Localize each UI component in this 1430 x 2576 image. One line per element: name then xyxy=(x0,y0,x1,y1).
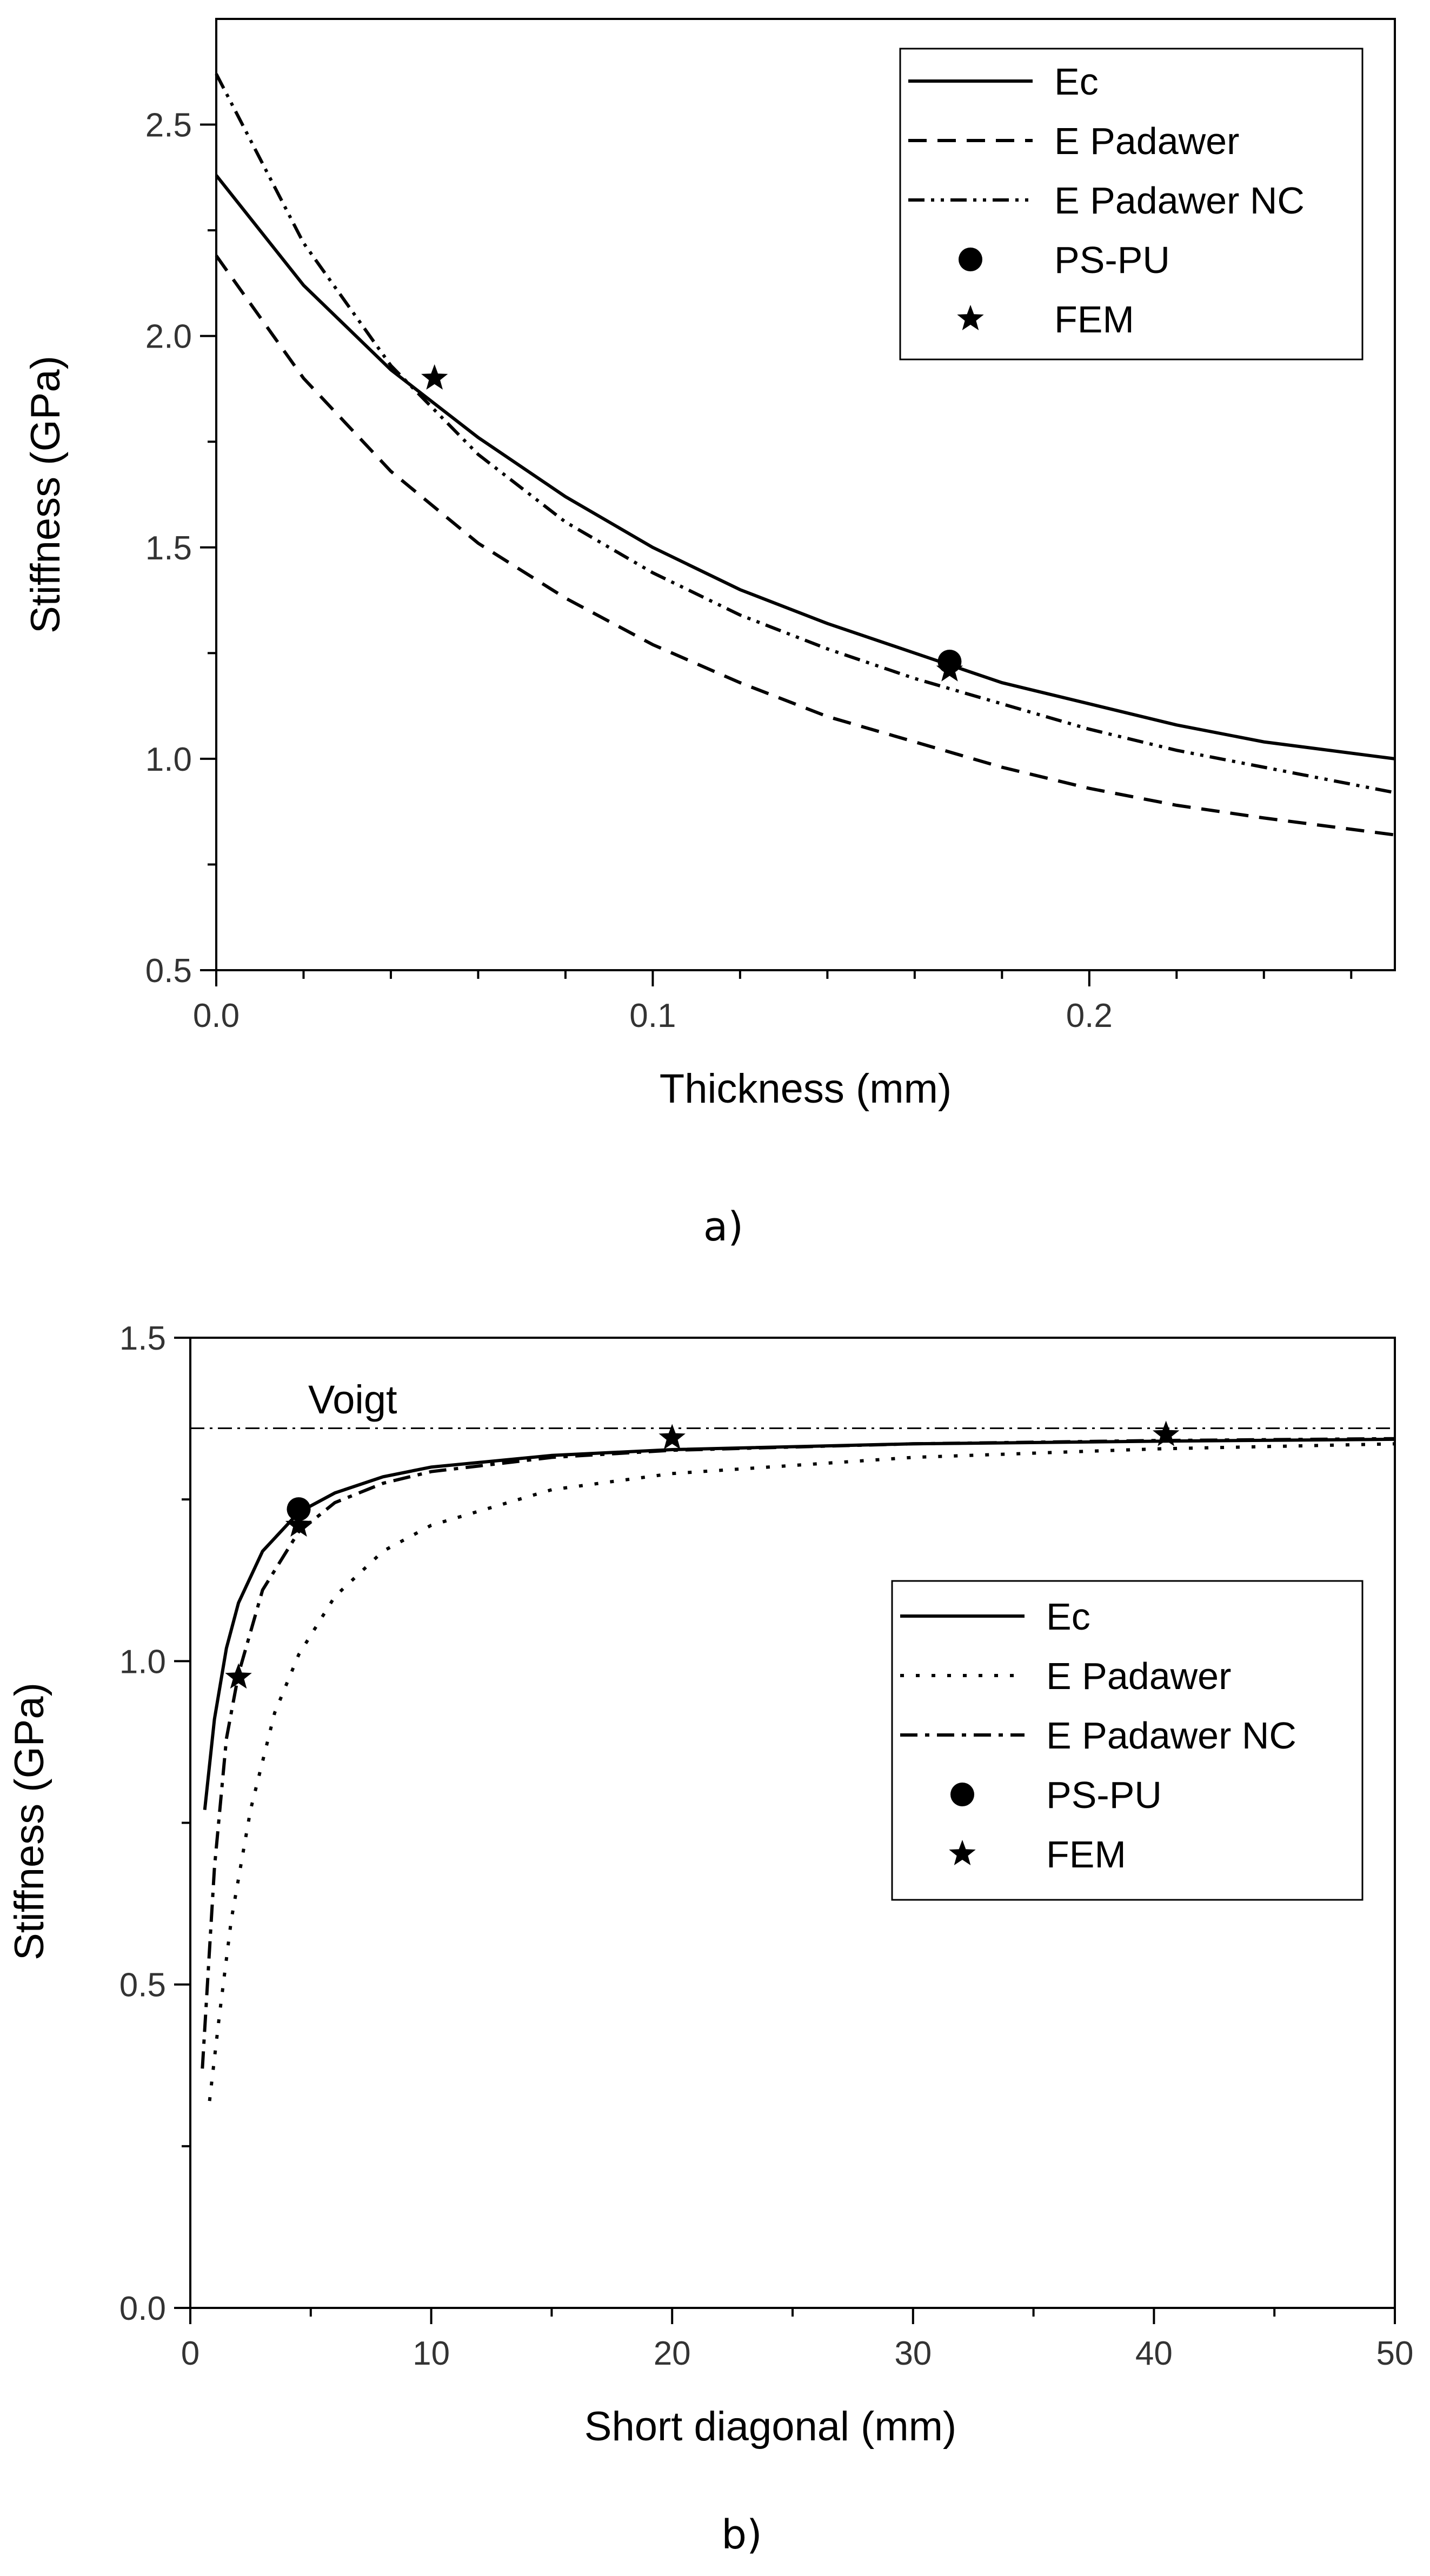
series-e-padawer-nc xyxy=(201,1437,1395,2069)
x-tick-label: 0.1 xyxy=(629,997,676,1035)
legend-label: E Padawer NC xyxy=(1054,179,1305,222)
series-e-padawer xyxy=(215,255,1395,837)
chart-panel-a: 0.0 0.1 0.20.51.01.52.02.5 Thickness (mm) … xyxy=(23,18,1396,1250)
legend-label: PS-PU xyxy=(1054,239,1170,281)
x-tick-label: 30 xyxy=(894,2335,932,2372)
y-tick-label: 0.0 xyxy=(119,2290,166,2327)
x-tick-label: 0.0 xyxy=(193,997,240,1035)
y-tick-label: 0.5 xyxy=(119,1967,166,2004)
ticks-group-b: 0 10 20 30 40 50 0.0 0.5 1.0 1.5 xyxy=(119,1320,1414,2372)
y-tick-label: 2.5 xyxy=(145,107,192,144)
legend-label: FEM xyxy=(1046,1833,1126,1876)
ticks-group-a: 0.0 0.1 0.2 0.5 1.0 1.5 2.0 2.5 xyxy=(145,107,1353,1035)
y-tick-label: 1.0 xyxy=(145,741,192,778)
panel-label-a: a) xyxy=(703,1204,743,1250)
fem-star-marker xyxy=(225,1663,252,1689)
x-tick-label: 0 xyxy=(181,2335,199,2372)
legend-a: Ec E Padawer E Padawer NC PS-PU FEM xyxy=(899,48,1364,361)
y-tick-label: 0.5 xyxy=(145,952,192,990)
x-tick-label: 40 xyxy=(1135,2335,1173,2372)
y-axis-title-b: Stiffness (GPa) xyxy=(6,1683,52,1960)
x-tick-label: 0.2 xyxy=(1066,997,1113,1035)
series-group-a xyxy=(215,73,1395,837)
y-tick-label: 1.5 xyxy=(119,1320,166,1357)
fem-star-marker xyxy=(421,364,448,390)
legend-box-a xyxy=(899,48,1364,361)
legend-label: FEM xyxy=(1054,298,1134,341)
y-tick-label: 1.5 xyxy=(145,530,192,567)
x-tick-label: 50 xyxy=(1376,2335,1414,2372)
x-tick-label: 10 xyxy=(413,2335,450,2372)
legend-label: Ec xyxy=(1046,1596,1090,1638)
plot-frame-a xyxy=(215,18,1396,971)
legend-label: E Padawer NC xyxy=(1046,1714,1296,1757)
panel-label-b: b) xyxy=(721,2512,762,2558)
legend-symbol-ps-pu xyxy=(959,248,982,271)
markers-group-b xyxy=(225,1420,1180,1689)
fem-star-marker xyxy=(285,1511,312,1537)
y-tick-label: 1.0 xyxy=(119,1643,166,1680)
legend-label: PS-PU xyxy=(1046,1774,1162,1816)
fem-star-marker xyxy=(1153,1420,1180,1446)
legend-symbol-fem xyxy=(949,1840,976,1865)
legend-symbol-ps-pu xyxy=(950,1783,974,1806)
series-e-padawer-nc xyxy=(215,73,1395,795)
x-axis-title-b: Short diagonal (mm) xyxy=(584,2404,957,2450)
legend-b: Ec E Padawer E Padawer NC PS-PU FEM xyxy=(891,1580,1364,1901)
chart-panel-b: 0 10 20 30 40 50 0.0 0.5 1.0 1.5 Short diagonal (… xyxy=(6,1320,1413,2558)
legend-symbol-fem xyxy=(957,305,984,330)
y-axis-title-a: Stiffness (GPa) xyxy=(23,356,69,633)
fem-star-marker xyxy=(936,656,963,682)
series-group-b xyxy=(190,1427,1395,2101)
y-tick-label: 2.0 xyxy=(145,318,192,356)
ps-pu-marker xyxy=(287,1497,311,1521)
x-axis-title-a: Thickness (mm) xyxy=(660,1066,952,1112)
markers-group-a xyxy=(421,364,963,682)
voigt-annotation: Voigt xyxy=(308,1377,397,1422)
x-tick-label: 20 xyxy=(654,2335,691,2372)
fem-star-marker xyxy=(659,1424,686,1450)
legend-label: Ec xyxy=(1054,61,1099,103)
legend-label: E Padawer xyxy=(1054,120,1239,162)
legend-label: E Padawer xyxy=(1046,1655,1231,1697)
legend-box-b xyxy=(891,1580,1364,1901)
